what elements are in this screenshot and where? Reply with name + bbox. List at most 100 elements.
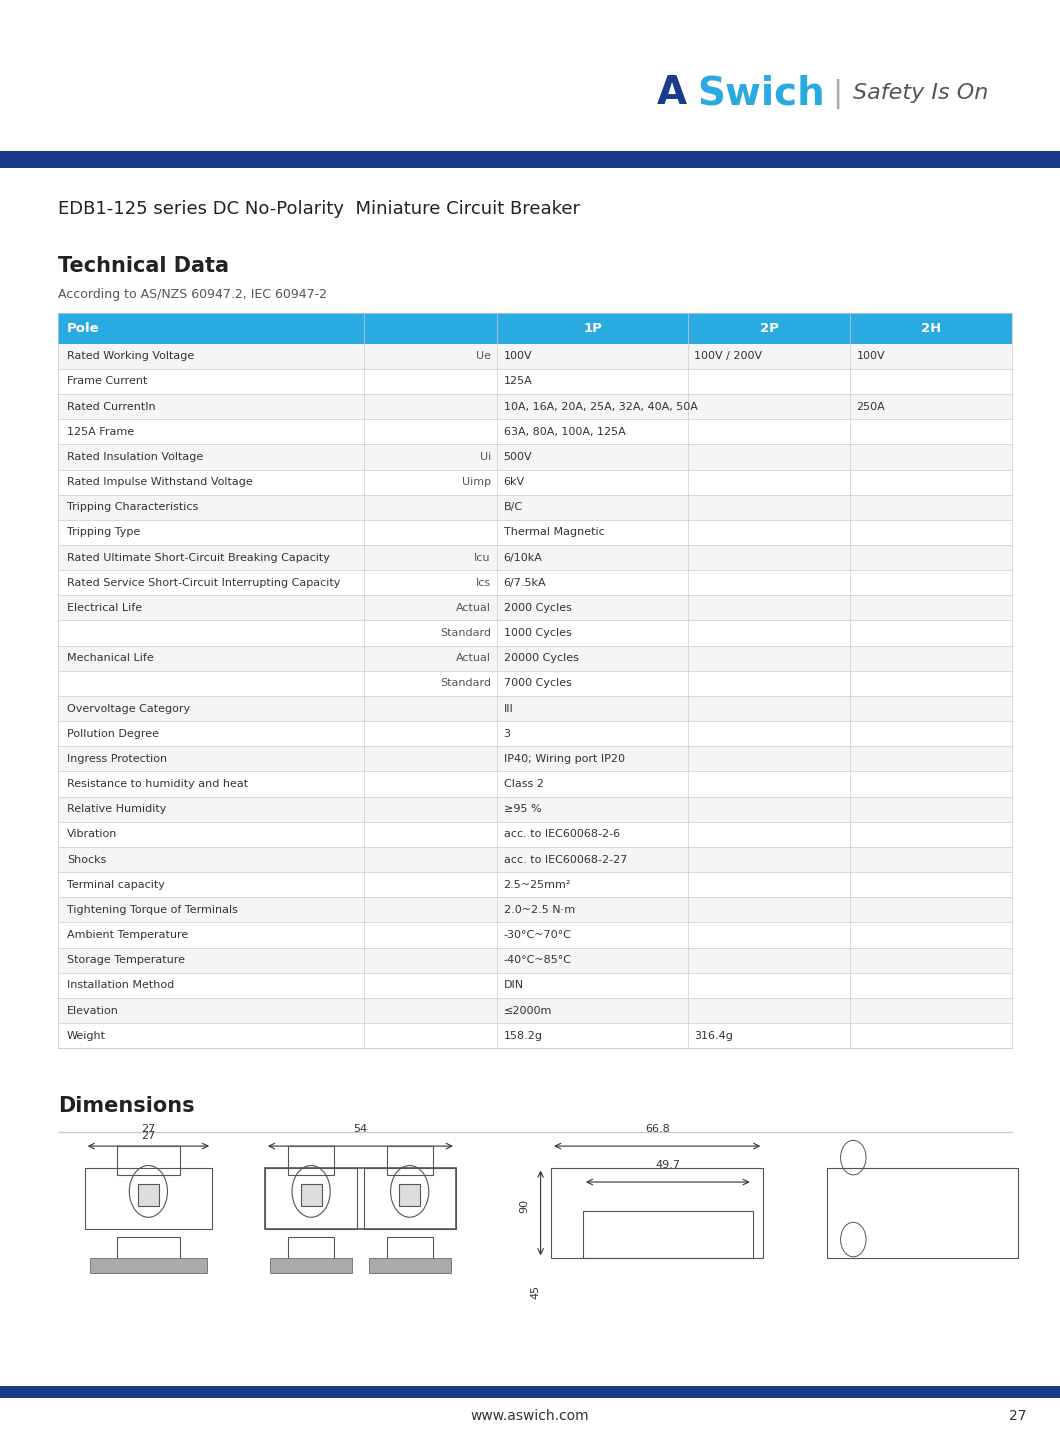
Text: Overvoltage Category: Overvoltage Category [67,703,190,713]
Text: Rated Insulation Voltage: Rated Insulation Voltage [67,452,204,462]
Text: Installation Method: Installation Method [67,981,174,991]
Text: Ambient Temperature: Ambient Temperature [67,930,188,940]
Text: Ingress Protection: Ingress Protection [67,754,166,764]
Text: www.aswich.com: www.aswich.com [471,1409,589,1424]
Bar [58,696,1012,720]
Bar [85,1168,212,1229]
Text: B/C: B/C [504,502,523,512]
Text: Mechanical Life: Mechanical Life [67,653,154,663]
Text: Weight: Weight [67,1031,106,1041]
Text: acc. to IEC60068-2-27: acc. to IEC60068-2-27 [504,854,626,864]
Text: DIN: DIN [504,981,524,991]
Bar [58,998,1012,1022]
Bar [58,821,1012,847]
Text: Technical Data: Technical Data [58,256,229,276]
Text: 2P: 2P [760,322,778,335]
Text: Rated Working Voltage: Rated Working Voltage [67,351,194,361]
Bar [58,370,1012,394]
Text: Shocks: Shocks [67,854,106,864]
Text: 49.7: 49.7 [655,1160,681,1169]
Text: 125A: 125A [504,377,532,387]
Text: 2000 Cycles: 2000 Cycles [504,603,571,613]
Bar [90,1258,207,1273]
Text: Elevation: Elevation [67,1005,119,1015]
Text: 90: 90 [519,1199,530,1212]
Text: 1000 Cycles: 1000 Cycles [504,628,571,638]
Bar [58,797,1012,821]
Bar [369,1258,450,1273]
Text: Pollution Degree: Pollution Degree [67,729,159,739]
Bar [58,444,1012,469]
Text: Icu: Icu [474,552,491,562]
Bar [827,1168,1018,1258]
Text: Pole: Pole [67,322,100,335]
Bar [58,313,1012,344]
Text: Frame Current: Frame Current [67,377,147,387]
Text: Relative Humidity: Relative Humidity [67,804,166,814]
Bar [364,1168,456,1229]
Text: Swich: Swich [697,75,826,112]
Text: Electrical Life: Electrical Life [67,603,142,613]
Text: 45: 45 [530,1286,541,1299]
Text: 66.8: 66.8 [644,1125,670,1133]
Bar [58,746,1012,771]
Text: Ui: Ui [479,452,491,462]
Text: acc. to IEC60068-2-6: acc. to IEC60068-2-6 [504,830,620,840]
Text: Ue: Ue [476,351,491,361]
Text: 6/7.5kA: 6/7.5kA [504,578,546,588]
Text: 63A, 80A, 100A, 125A: 63A, 80A, 100A, 125A [504,427,625,437]
Bar [117,1237,180,1265]
Text: 1P: 1P [583,322,602,335]
Text: Class 2: Class 2 [504,779,544,789]
Text: 3: 3 [504,729,511,739]
Bar [58,897,1012,922]
Text: 2.0~2.5 N·m: 2.0~2.5 N·m [504,905,575,915]
Bar [58,418,1012,444]
Text: Rated Impulse Withstand Voltage: Rated Impulse Withstand Voltage [67,477,252,487]
Text: Storage Temperature: Storage Temperature [67,955,184,965]
Bar [387,1146,432,1175]
Text: A: A [657,75,687,112]
Text: Thermal Magnetic: Thermal Magnetic [504,528,604,538]
Text: 250A: 250A [856,401,885,411]
Text: -30°C~70°C: -30°C~70°C [504,930,571,940]
Bar [288,1237,334,1265]
Text: III: III [504,703,513,713]
Bar [58,670,1012,696]
Text: Rated CurrentIn: Rated CurrentIn [67,401,156,411]
Text: Rated Ultimate Short-Circuit Breaking Capacity: Rated Ultimate Short-Circuit Breaking Ca… [67,552,330,562]
Bar [58,595,1012,620]
Bar [58,948,1012,972]
Bar [0,151,1060,168]
Text: 20000 Cycles: 20000 Cycles [504,653,579,663]
Bar [138,1183,159,1205]
Text: Terminal capacity: Terminal capacity [67,880,164,890]
Text: Dimensions: Dimensions [58,1096,195,1116]
Bar [399,1183,420,1205]
Text: 100V: 100V [856,351,885,361]
Text: Vibration: Vibration [67,830,118,840]
Bar [58,569,1012,595]
Text: 27: 27 [141,1125,156,1133]
Text: 100V: 100V [504,351,532,361]
Text: Tightening Torque of Terminals: Tightening Torque of Terminals [67,905,237,915]
Text: 100V / 200V: 100V / 200V [694,351,762,361]
Text: 6/10kA: 6/10kA [504,552,543,562]
Text: |: | [832,78,843,109]
Text: -40°C~85°C: -40°C~85°C [504,955,571,965]
Bar [58,646,1012,670]
Text: ≤2000m: ≤2000m [504,1005,552,1015]
Bar [58,344,1012,370]
Bar [265,1168,456,1229]
Text: 6kV: 6kV [504,477,525,487]
Bar [58,871,1012,897]
Text: Actual: Actual [456,603,491,613]
Bar [551,1168,763,1258]
Bar [387,1237,432,1265]
Text: IP40; Wiring port IP20: IP40; Wiring port IP20 [504,754,624,764]
Bar [58,922,1012,948]
Text: 27: 27 [141,1132,156,1140]
Text: Tripping Characteristics: Tripping Characteristics [67,502,198,512]
Text: Tripping Type: Tripping Type [67,528,140,538]
Text: 27: 27 [1009,1409,1026,1424]
